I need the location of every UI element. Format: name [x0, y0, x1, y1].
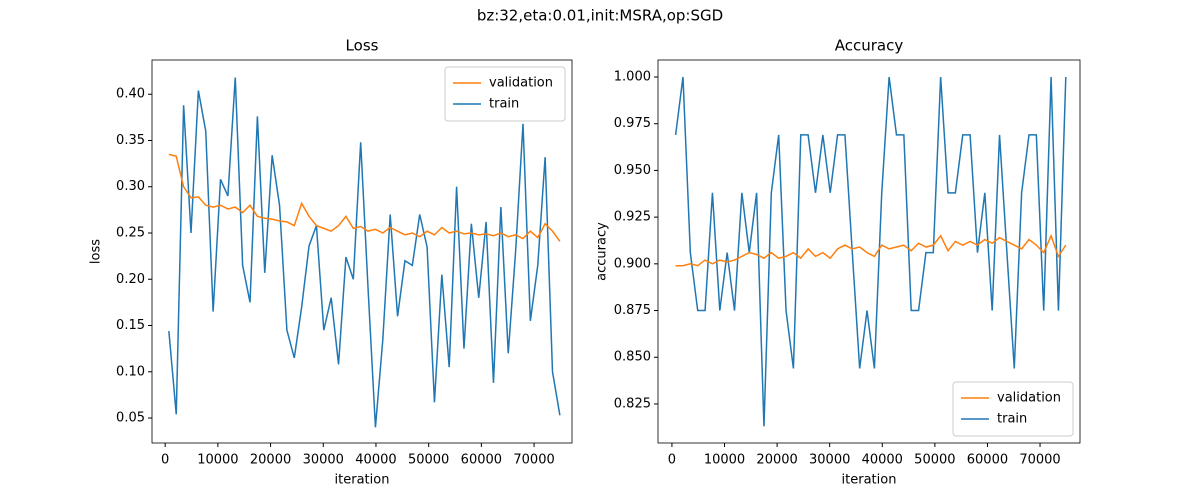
legend-box: [952, 381, 1074, 437]
x-axis-label: iteration: [842, 473, 897, 488]
x-tick-label: 10000: [197, 453, 238, 468]
legend-label: train: [489, 97, 519, 112]
data-line: [168, 77, 561, 428]
x-tick-label: 20000: [250, 453, 291, 468]
x-tick-label: 50000: [914, 453, 955, 468]
x-tick-label: 50000: [408, 453, 449, 468]
x-tick-label: 0: [668, 453, 676, 468]
y-tick-label: 0.875: [614, 303, 651, 318]
y-tick-label: 0.10: [116, 364, 145, 379]
y-tick-label: 0.35: [116, 133, 145, 148]
y-axis-label: accuracy: [595, 222, 610, 281]
y-tick-label: 0.900: [614, 256, 651, 271]
legend-label: train: [997, 412, 1027, 427]
y-tick-label: 0.925: [614, 210, 651, 225]
x-tick-label: 40000: [862, 453, 903, 468]
x-tick-label: 60000: [967, 453, 1008, 468]
data-line: [168, 153, 561, 242]
x-tick-label: 70000: [1019, 453, 1060, 468]
x-tick-label: 0: [161, 453, 169, 468]
x-axis-label: iteration: [335, 473, 390, 488]
data-line: [675, 233, 1067, 267]
axis-title: Accuracy: [835, 37, 904, 55]
y-tick-label: 0.975: [614, 116, 651, 131]
y-tick-label: 1.000: [614, 70, 651, 85]
legend-label: validation: [489, 76, 553, 91]
x-tick-label: 70000: [513, 453, 554, 468]
y-tick-label: 0.25: [116, 225, 145, 240]
y-tick-label: 0.30: [116, 179, 145, 194]
y-tick-label: 0.825: [614, 396, 651, 411]
y-tick-label: 0.950: [614, 163, 651, 178]
y-tick-label: 0.850: [614, 350, 651, 365]
x-tick-label: 60000: [461, 453, 502, 468]
y-tick-label: 0.05: [116, 411, 145, 426]
y-tick-label: 0.15: [116, 318, 145, 333]
y-axis-label: loss: [89, 239, 104, 264]
legend-box: [444, 66, 566, 122]
axes-frame: [657, 59, 1081, 444]
x-tick-label: 20000: [756, 453, 797, 468]
y-tick-label: 0.40: [116, 87, 145, 102]
y-tick-label: 0.20: [116, 272, 145, 287]
x-tick-label: 40000: [355, 453, 396, 468]
axis-title: Loss: [346, 37, 379, 55]
data-line: [674, 76, 1067, 427]
figure-title: bz:32,eta:0.01,init:MSRA,op:SGD: [477, 7, 723, 25]
legend-label: validation: [997, 391, 1061, 406]
x-tick-label: 10000: [704, 453, 745, 468]
axes-frame: [151, 59, 573, 444]
x-tick-label: 30000: [303, 453, 344, 468]
x-tick-label: 30000: [809, 453, 850, 468]
